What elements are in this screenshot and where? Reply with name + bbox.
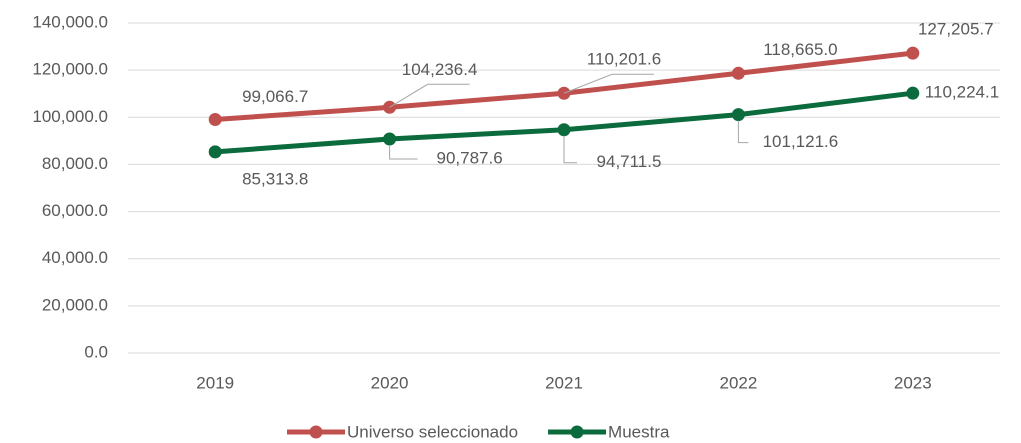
y-tick-label: 40,000.0 (42, 248, 108, 267)
leader-line (389, 145, 418, 160)
y-tick-label: 80,000.0 (42, 154, 108, 173)
series-line (215, 50, 914, 122)
data-label: 110,224.1 (925, 83, 999, 102)
data-label: 99,066.7 (242, 87, 308, 106)
y-tick-label: 60,000.0 (42, 201, 108, 220)
data-label: 101,121.6 (763, 132, 839, 151)
data-label: 127,205.7 (918, 20, 994, 39)
point (557, 123, 571, 137)
point (731, 108, 745, 122)
y-tick-label: 20,000.0 (42, 295, 108, 314)
data-label: 94,711.5 (597, 152, 662, 171)
legend-marker (309, 425, 323, 439)
legend-label: Universo seleccionado (347, 422, 518, 441)
x-tick-label: 2022 (719, 373, 757, 392)
data-label: 90,787.6 (437, 148, 503, 167)
data-label: 110,201.6 (587, 50, 661, 69)
legend-label: Muestra (608, 422, 670, 441)
x-tick-label: 2021 (545, 373, 583, 392)
y-tick-label: 120,000.0 (32, 60, 108, 79)
data-label: 104,236.4 (402, 60, 478, 79)
legend-marker (570, 425, 584, 439)
leader-line (737, 120, 749, 144)
leader-line (389, 83, 470, 108)
point (208, 112, 222, 126)
y-tick-label: 140,000.0 (32, 12, 108, 31)
x-tick-label: 2020 (371, 373, 409, 392)
data-label: 85,313.8 (242, 169, 308, 188)
point (906, 46, 920, 60)
point (383, 132, 397, 146)
point (731, 66, 745, 80)
data-label: 118,665.0 (763, 40, 837, 59)
point (208, 145, 222, 159)
x-tick-label: 2023 (894, 373, 932, 392)
leader-line (563, 135, 577, 164)
y-tick-label: 100,000.0 (32, 107, 108, 126)
x-tick-label: 2019 (196, 373, 234, 392)
y-tick-label: 0.0 (84, 342, 108, 361)
point (906, 86, 920, 100)
leader-line (563, 73, 654, 94)
